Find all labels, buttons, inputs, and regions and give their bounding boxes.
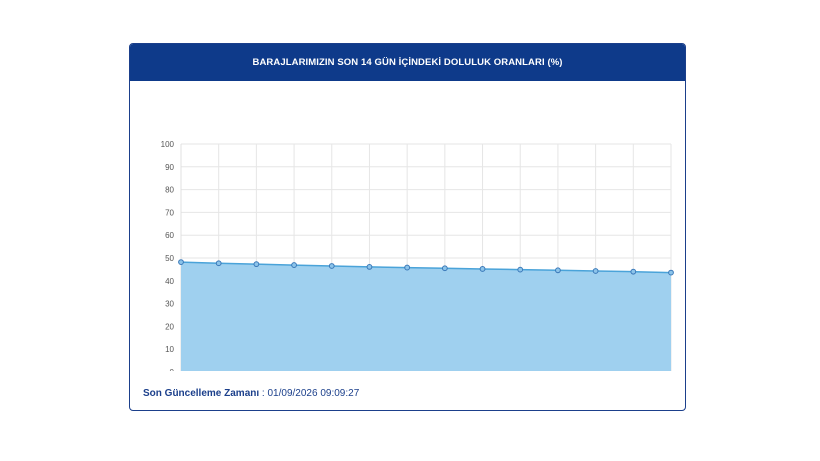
data-point: [592, 268, 599, 274]
last-update-value: 01/09/2026 09:09:27: [267, 388, 360, 399]
data-point: [404, 264, 411, 271]
data-point: [291, 262, 297, 268]
chart-area: 010203040506070809010019.08.202620.08.20…: [130, 81, 685, 371]
data-point: [178, 259, 184, 266]
data-point: [215, 260, 222, 267]
last-update: Son Güncelleme Zamanı : 01/09/2026 09:09…: [143, 388, 359, 399]
last-update-separator: :: [259, 388, 268, 399]
y-tick-label: 90: [165, 163, 174, 172]
y-tick-label: 60: [165, 231, 174, 240]
data-point: [555, 267, 561, 274]
y-tick-label: 50: [165, 254, 174, 263]
data-point: [479, 266, 486, 272]
y-tick-label: 100: [161, 140, 175, 149]
data-point: [366, 263, 373, 270]
data-point: [668, 269, 674, 276]
y-tick-label: 80: [165, 186, 174, 195]
y-tick-label: 0: [170, 368, 175, 371]
y-tick-label: 70: [165, 208, 174, 217]
y-tick-label: 30: [165, 300, 174, 309]
data-point: [328, 263, 335, 269]
series-line: [180, 261, 672, 274]
series-area: [181, 262, 671, 371]
y-tick-label: 40: [165, 277, 174, 286]
data-point: [441, 265, 448, 272]
chart-card: BARAJLARIMIZIN SON 14 GÜN İÇİNDEKİ DOLUL…: [129, 43, 686, 411]
y-tick-label: 20: [165, 322, 174, 331]
data-point: [517, 266, 524, 273]
chart-title: BARAJLARIMIZIN SON 14 GÜN İÇİNDEKİ DOLUL…: [130, 44, 685, 81]
y-tick-label: 10: [165, 345, 174, 354]
data-point: [630, 268, 637, 275]
fill-rate-chart: 010203040506070809010019.08.202620.08.20…: [161, 140, 674, 371]
data-point: [253, 261, 260, 268]
last-update-label: Son Güncelleme Zamanı: [143, 388, 260, 399]
